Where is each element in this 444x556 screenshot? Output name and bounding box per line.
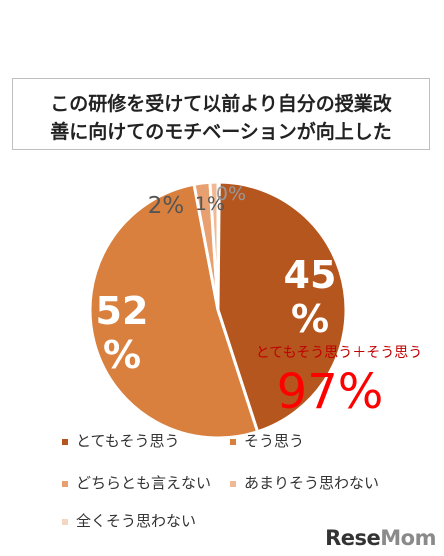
chart-title-line-1: この研修を受けて以前より自分の授業改 <box>50 93 392 115</box>
legend-swatch <box>230 480 236 487</box>
slice-label-4: 0% <box>216 183 246 205</box>
pie-slices <box>88 180 348 440</box>
legend-swatch <box>62 518 68 525</box>
legend-item-mattaku: 全くそう思わない <box>62 510 196 531</box>
chart-title-box: この研修を受けて以前より自分の授業改 善に向けてのモチベーションが向上した <box>12 78 430 150</box>
slice-label-3: 1% <box>195 193 225 215</box>
legend-label: とてもそう思う <box>76 432 180 450</box>
legend-label: そう思う <box>244 432 305 450</box>
slice-label-value-1: 52 <box>96 289 149 333</box>
slice-label-pct-1: % <box>103 333 141 377</box>
chart-title-line-2: 善に向けてのモチベーションが向上した <box>50 121 392 143</box>
legend-swatch <box>62 480 68 487</box>
resemom-logo: ReseMom <box>325 526 436 550</box>
annotation-caption: とてもそう思う＋そう思う <box>256 345 423 361</box>
legend-swatch <box>62 438 68 445</box>
pie-annotation: とてもそう思う＋そう思う 97% <box>256 345 423 420</box>
pie-labels: 45%52%2% 1%0% <box>96 183 337 377</box>
legend-item-sou: そう思う <box>230 430 304 451</box>
pie-slice-4 <box>216 180 221 311</box>
pie-slice-0 <box>216 180 348 434</box>
legend-item-totemo: とてもそう思う <box>62 430 180 451</box>
legend-label: どちらとも言えない <box>76 474 212 492</box>
slice-label-2: 2% <box>148 193 185 219</box>
legend-item-dochira: どちらとも言えない <box>62 472 211 493</box>
slice-label-pct-0: % <box>291 297 329 341</box>
annotation-value: 97% <box>277 364 384 420</box>
legend-swatch <box>230 438 236 445</box>
pie-slice-1 <box>88 182 260 440</box>
legend-label: 全くそう思わない <box>76 512 197 530</box>
legend-label: あまりそう思わない <box>244 474 380 492</box>
legend-item-amari: あまりそう思わない <box>230 472 379 493</box>
slice-label-value-0: 45 <box>284 253 337 297</box>
